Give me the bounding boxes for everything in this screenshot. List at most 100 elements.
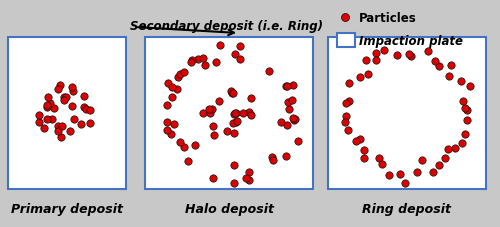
Point [176,140,184,144]
Point [284,101,292,104]
Point [405,53,413,57]
Point [176,73,184,77]
Point [380,49,388,53]
Point [429,170,437,174]
Point [60,99,68,102]
Point [265,70,273,74]
Point [244,178,252,182]
Point [412,170,420,174]
Point [345,82,353,86]
Point [80,106,88,110]
Point [418,158,426,162]
Point [68,104,76,108]
Bar [337,34,355,48]
Point [58,124,66,128]
Point [236,58,244,61]
Point [408,55,416,59]
Point [232,121,239,124]
Point [282,155,290,158]
Point [342,114,350,118]
Point [60,96,68,99]
Point [288,99,296,103]
Point [424,50,432,53]
Point [463,118,471,122]
Point [208,108,216,111]
Point [284,85,292,89]
Point [229,121,237,125]
Point [194,58,202,61]
Point [341,120,349,124]
Point [223,130,231,133]
Bar [145,38,313,189]
Point [360,149,368,152]
Point [180,146,188,149]
Point [232,112,240,116]
Point [70,117,78,121]
Point [282,84,290,88]
Point [68,86,76,90]
Point [202,64,209,67]
Point [170,122,178,126]
Point [246,114,254,118]
Point [43,117,51,121]
Point [86,108,94,112]
Point [463,108,471,112]
Point [80,95,88,98]
Point [66,129,74,133]
Point [174,76,182,79]
Point [431,60,439,64]
Point [444,148,452,152]
Point [285,107,293,111]
Point [244,171,252,174]
Point [402,181,409,185]
Point [360,156,368,160]
Point [294,139,302,143]
Point [356,138,364,141]
Point [54,124,62,128]
Point [54,88,62,92]
Point [374,156,382,160]
Point [283,123,291,127]
Text: Halo deposit: Halo deposit [184,203,274,216]
Point [372,52,380,55]
Point [341,16,349,20]
Point [36,114,44,117]
Point [204,108,212,112]
Point [290,118,298,122]
Point [466,85,473,89]
Point [342,102,350,105]
Point [168,86,176,90]
Point [288,116,296,120]
Point [392,54,400,58]
Point [43,104,51,108]
Point [269,159,277,162]
Point [232,53,239,57]
Point [54,130,62,133]
Point [216,44,224,47]
Point [44,96,52,99]
Point [246,111,254,114]
Text: Particles: Particles [359,11,417,24]
Point [184,160,192,163]
Point [268,155,276,159]
Point [344,129,352,133]
Text: Secondary deposit (i.e. Ring): Secondary deposit (i.e. Ring) [130,20,323,33]
Text: Ring deposit: Ring deposit [362,203,452,216]
Point [210,133,218,137]
Point [458,100,466,103]
Point [173,88,181,91]
Point [362,59,370,62]
Point [460,133,468,136]
Point [35,121,43,125]
Point [450,147,458,151]
Point [372,59,380,63]
Bar [8,38,126,189]
Point [447,64,455,68]
Point [231,112,239,116]
Point [345,100,353,103]
Point [56,84,64,88]
Point [86,121,94,125]
Point [48,117,56,121]
Point [238,112,246,115]
Point [436,65,444,68]
